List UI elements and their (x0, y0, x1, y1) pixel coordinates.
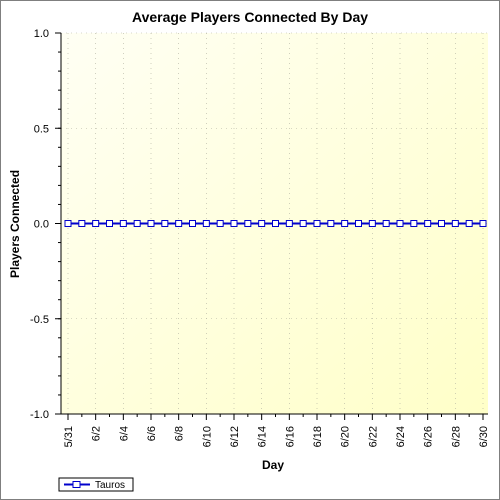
legend: Tauros (58, 477, 134, 492)
x-axis-ticks: 5/31 6/2 6/4 6/6 6/8 6/10 6/12 6/14 6/16 6/18 6/20… (63, 414, 490, 447)
y-axis-label: Players Connected (8, 170, 22, 278)
data-point (189, 220, 196, 227)
y-tick-label: -1.0 (30, 409, 49, 421)
data-point (175, 220, 183, 227)
data-point (451, 220, 459, 227)
data-point (272, 220, 279, 227)
y-tick-label: 0.0 (34, 219, 49, 231)
y-tick-label: -0.5 (30, 314, 49, 326)
data-point (244, 220, 252, 227)
y-axis-ticks: 1.0 0.5 0.0 -0.5 -1.0 (30, 28, 61, 421)
data-point (396, 220, 404, 227)
x-tick-label: 6/10 (201, 426, 213, 447)
legend-swatch-marker (72, 481, 81, 488)
data-point (382, 220, 390, 227)
data-point (119, 220, 127, 227)
x-tick-label: 6/6 (146, 426, 158, 441)
series-layer (64, 220, 487, 227)
data-point (368, 220, 376, 227)
y-tick-label: 0.5 (34, 123, 49, 135)
x-tick-label: 6/2 (91, 426, 103, 441)
data-point (299, 220, 307, 227)
data-point (313, 220, 321, 227)
data-point (479, 220, 487, 227)
x-tick-label: 6/8 (174, 426, 186, 441)
x-tick-label: 6/22 (367, 426, 379, 447)
chart-title: Average Players Connected By Day (132, 9, 368, 25)
data-point (465, 220, 473, 227)
data-point (327, 220, 335, 227)
x-tick-label: 6/12 (229, 426, 241, 447)
data-point (410, 220, 418, 227)
data-point (230, 220, 238, 227)
data-point (202, 220, 210, 227)
data-point (106, 220, 113, 227)
data-point (92, 220, 100, 227)
data-point (355, 220, 362, 227)
x-tick-label: 6/30 (478, 426, 490, 447)
x-tick-label: 5/31 (63, 426, 75, 447)
data-point (64, 220, 72, 227)
x-axis-label: Day (262, 458, 284, 472)
x-tick-label: 6/16 (284, 426, 296, 447)
x-tick-label: 6/26 (423, 426, 435, 447)
data-point (258, 220, 266, 227)
x-tick-label: 6/28 (450, 426, 462, 447)
data-point (78, 220, 86, 227)
x-tick-label: 6/14 (257, 426, 269, 447)
y-tick-label: 1.0 (34, 28, 49, 40)
x-tick-label: 6/4 (118, 426, 130, 441)
data-point (161, 220, 169, 227)
data-point (438, 220, 445, 227)
data-point (216, 220, 224, 227)
x-tick-label: 6/20 (340, 426, 352, 447)
data-point (147, 220, 155, 227)
data-point (133, 220, 141, 227)
x-tick-label: 6/24 (395, 426, 407, 447)
legend-label-tauros: Tauros (95, 480, 125, 491)
data-point (341, 220, 349, 227)
data-point (285, 220, 293, 227)
data-point (424, 220, 432, 227)
x-tick-label: 6/18 (312, 426, 324, 447)
